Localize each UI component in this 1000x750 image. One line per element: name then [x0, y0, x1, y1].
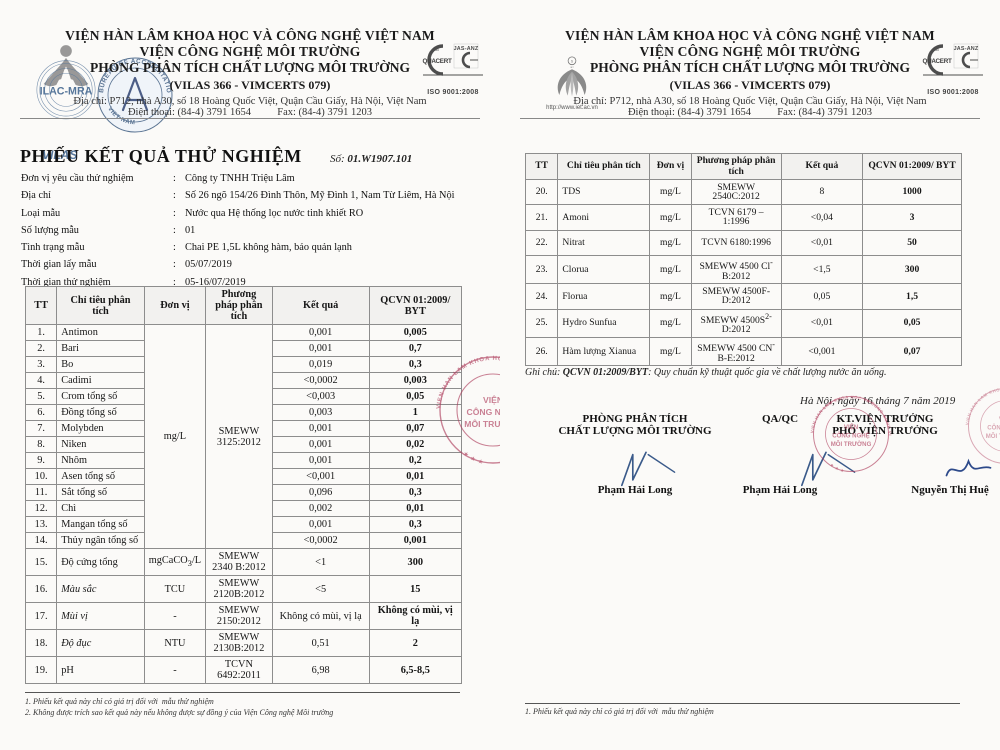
svg-text:CÔNG NGHỆ: CÔNG NGHỆ	[832, 432, 869, 440]
svg-text:QUACERT: QUACERT	[422, 58, 451, 65]
svg-text:VIỆN: VIỆN	[844, 423, 858, 431]
svg-text:150: 150	[933, 48, 939, 52]
svg-text:CÔNG NGHỆ: CÔNG NGHỆ	[987, 424, 1000, 432]
svg-text:JAS-ANZ: JAS-ANZ	[454, 46, 479, 52]
svg-text:JAS-ANZ: JAS-ANZ	[954, 46, 979, 52]
svg-text:QUACERT: QUACERT	[922, 58, 951, 65]
svg-text:VIEN HAN LAM KHOA HOC VA CONG: VIEN HAN LAM KHOA HOC VA CONG NGHE VIET …	[960, 380, 1000, 428]
svg-text:150: 150	[433, 48, 439, 52]
svg-text:★ ★ ★: ★ ★ ★	[829, 462, 845, 473]
svg-text:★ ★ ★: ★ ★ ★	[462, 450, 485, 466]
svg-text:MÔI TRƯỜNG: MÔI TRƯỜNG	[831, 440, 872, 448]
svg-text:MÔI TRƯỜNG: MÔI TRƯỜNG	[986, 432, 1000, 440]
